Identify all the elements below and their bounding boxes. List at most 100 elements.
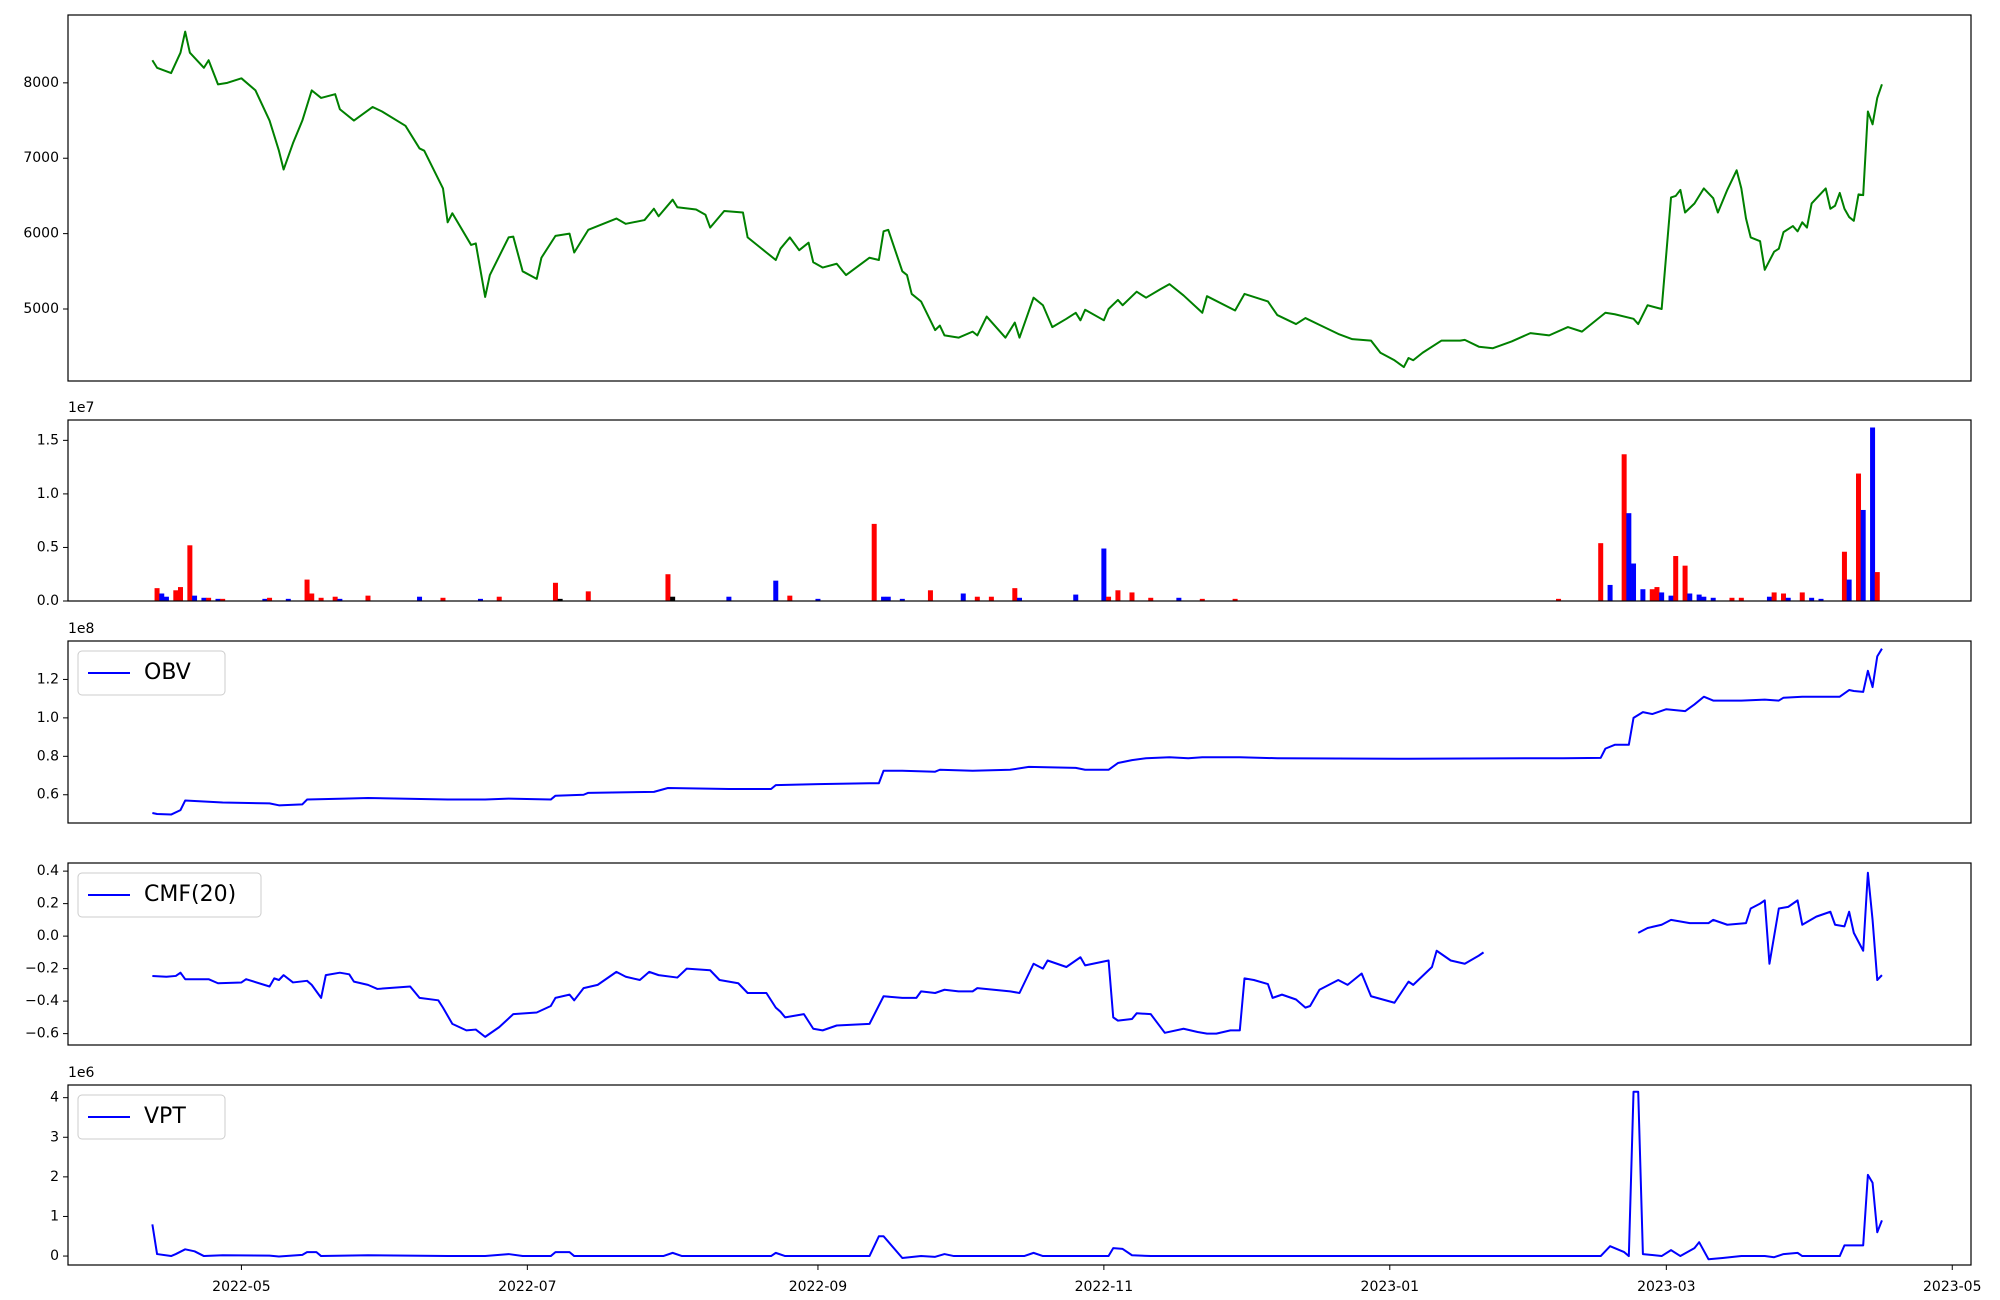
bar: [1856, 473, 1862, 601]
bar: [477, 598, 483, 601]
bar: [154, 588, 160, 601]
legend-box: [77, 650, 226, 696]
y-tick-label: 0.4: [37, 863, 59, 879]
bar: [773, 580, 779, 601]
bar: [206, 597, 212, 601]
bar: [318, 597, 324, 601]
y-tick-label: 1.5: [37, 432, 59, 448]
bar: [1148, 597, 1154, 601]
bar: [585, 591, 591, 601]
line: [152, 871, 1883, 1038]
bar: [1668, 595, 1674, 601]
line: [151, 30, 1883, 369]
bar: [1129, 592, 1135, 601]
line: [152, 648, 1883, 816]
y-tick-label: 3: [50, 1129, 59, 1145]
bar: [1687, 593, 1693, 601]
bar: [1729, 597, 1735, 601]
bar: [899, 598, 905, 601]
y-offset-label: 1e7: [68, 400, 94, 416]
bar: [1199, 598, 1205, 601]
line: [151, 1090, 1883, 1261]
legend-label: CMF(20): [144, 882, 236, 907]
bar: [1598, 543, 1604, 601]
bar: [815, 598, 821, 601]
bar: [1781, 593, 1787, 601]
y-tick-label: 0.6: [37, 787, 59, 803]
bar: [927, 590, 933, 601]
bar: [1073, 594, 1079, 601]
bar: [177, 587, 183, 601]
bar: [885, 596, 891, 601]
bar: [1621, 454, 1627, 601]
bar: [1771, 592, 1777, 601]
bar: [1017, 597, 1022, 601]
bar: [220, 598, 226, 601]
legend-box: [77, 872, 262, 918]
x-tick-label: 2023-03: [1637, 1279, 1696, 1295]
bar: [1809, 597, 1815, 601]
bar: [1860, 509, 1866, 601]
bar: [1841, 551, 1847, 601]
bar: [337, 598, 343, 601]
bar: [871, 523, 877, 601]
bar: [1654, 587, 1660, 601]
axes-frame: [67, 1084, 1972, 1266]
y-tick-label: 8000: [23, 75, 59, 91]
bar: [163, 596, 169, 601]
bar: [285, 598, 291, 601]
bar: [440, 597, 446, 601]
bar: [1870, 427, 1876, 601]
x-tick-label: 2022-07: [498, 1279, 557, 1295]
bar: [159, 593, 165, 601]
bar: [1874, 572, 1880, 601]
bar: [1640, 589, 1646, 601]
y-offset-label: 1e6: [68, 1065, 95, 1081]
bar: [1607, 584, 1613, 601]
bar: [309, 593, 315, 601]
bar: [974, 596, 980, 601]
bar: [1176, 597, 1182, 601]
bar: [267, 597, 273, 601]
y-tick-label: 2: [50, 1169, 59, 1185]
y-tick-label: 0.0: [37, 928, 59, 944]
bar: [192, 595, 198, 601]
x-tick-label: 2022-09: [789, 1279, 848, 1295]
bar: [1766, 596, 1772, 601]
bar: [1659, 592, 1665, 601]
bar: [1012, 588, 1018, 601]
bar: [1673, 556, 1679, 601]
bar: [988, 596, 994, 601]
bar: [670, 596, 676, 601]
bar: [1738, 597, 1744, 601]
bar: [1696, 594, 1702, 601]
bar: [215, 598, 221, 601]
y-tick-label: 0: [50, 1248, 59, 1264]
y-tick-label: 0.2: [37, 896, 59, 912]
y-tick-label: 0.0: [37, 593, 59, 609]
bar: [1631, 563, 1637, 601]
bar: [304, 579, 310, 601]
bar: [365, 595, 371, 601]
y-offset-label: 1e8: [68, 621, 94, 637]
bar: [1818, 598, 1824, 601]
y-tick-label: 1.0: [37, 710, 59, 726]
x-tick-label: 2023-05: [1923, 1279, 1982, 1295]
legend-label: OBV: [144, 660, 191, 685]
bar: [1106, 596, 1112, 601]
bar: [1556, 598, 1562, 601]
bar: [417, 596, 423, 601]
y-tick-label: 7000: [23, 150, 59, 166]
bar: [1626, 513, 1632, 601]
y-tick-label: 1.0: [37, 486, 59, 502]
bar: [1232, 598, 1238, 601]
y-tick-label: 1: [50, 1208, 59, 1224]
legend-label: VPT: [144, 1104, 186, 1129]
bar: [960, 593, 966, 601]
y-tick-label: 0.8: [37, 748, 59, 764]
legend-box: [77, 1094, 226, 1140]
bar: [1846, 579, 1852, 601]
axes-frame: [67, 14, 1972, 382]
